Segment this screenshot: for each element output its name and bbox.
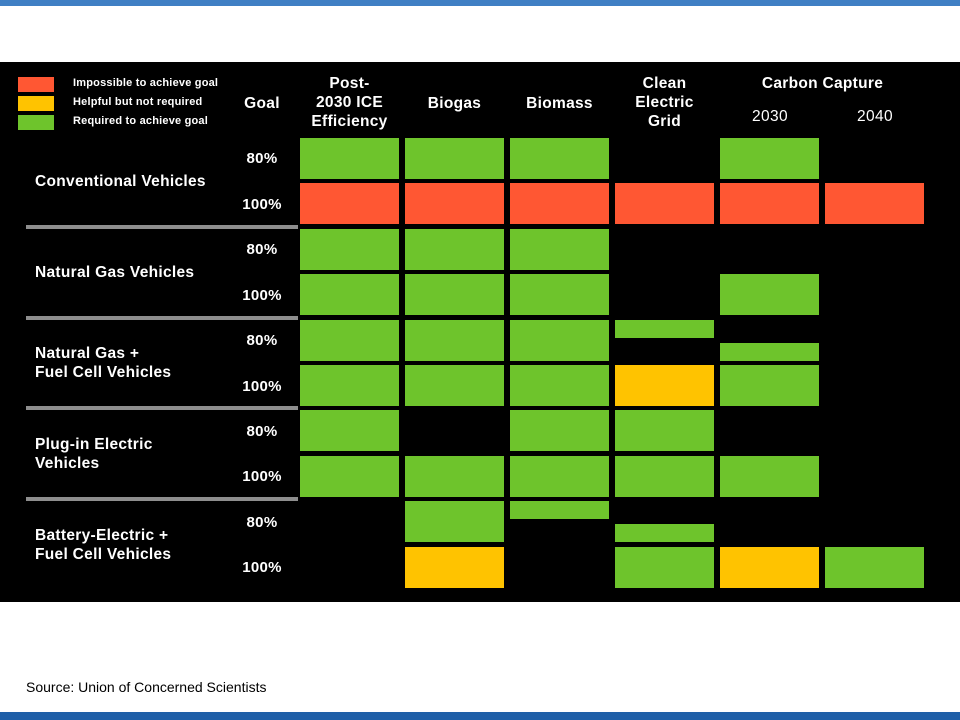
matrix-cell-required [510,319,609,361]
matrix-cell-required [405,501,504,543]
source-note: Source: Union of Concerned Scientists [26,679,267,695]
column-header-line: 2030 ICE [315,94,384,111]
matrix-cell-required [720,138,819,179]
column-subheader-2040: 2040 [856,108,894,125]
matrix-cell-required [720,365,819,406]
vehicle-label-battery-electric: Battery-Electric + Fuel Cell Vehicles [35,526,171,564]
matrix-cell-impossible [615,183,714,225]
matrix-cell-required [405,365,504,406]
vehicle-label-line: Battery-Electric + [35,527,169,544]
column-header-line: Biogas [427,95,482,112]
top-accent-bar [0,0,960,6]
vehicle-label-line: Vehicles [35,455,100,472]
legend-label-required: Required to achieve goal [73,115,209,127]
matrix-cell-required [720,274,819,316]
legend-swatch-required [18,115,54,130]
matrix-cell-required [510,138,609,179]
matrix-cell-helpful [615,365,714,406]
column-header-clean-grid: Clean Electric Grid [613,74,716,131]
matrix-cell-required [720,455,819,497]
column-header-ice-efficiency: Post- 2030 ICE Efficiency [298,74,401,131]
column-header-line: Electric [635,94,694,111]
matrix-cell-required [510,501,609,520]
column-subheader-2030: 2030 [751,108,789,125]
vehicle-label-natural-gas: Natural Gas Vehicles [35,263,194,282]
goal-label-row: 80% [246,241,278,258]
vehicle-label-line: Fuel Cell Vehicles [35,364,172,381]
column-header-carbon-capture: Carbon Capture [761,75,884,92]
group-divider [26,225,298,229]
matrix-cell-required [405,228,504,270]
goal-label-row: 100% [242,468,282,485]
group-divider [26,316,298,320]
matrix-cell-required [615,319,714,338]
goal-label-row: 100% [242,559,282,576]
goal-label-row: 80% [246,332,278,349]
matrix-cell-helpful [720,546,819,588]
goal-label-row: 100% [242,378,282,395]
legend-label-impossible: Impossible to achieve goal [73,77,219,89]
goal-label-row: 80% [246,150,278,167]
column-header-line: Grid [647,113,682,130]
matrix-cell-required [405,138,504,179]
vehicle-label-line: Fuel Cell Vehicles [35,546,172,563]
matrix-cell-required [300,274,399,316]
matrix-cell-helpful [405,546,504,588]
matrix-cell-required [510,455,609,497]
matrix-cell-required [615,410,714,452]
group-divider [26,406,298,410]
matrix-cell-required [300,455,399,497]
scenario-matrix-panel: Impossible to achieve goal Helpful but n… [0,62,960,602]
vehicle-label-line: Conventional Vehicles [35,173,206,190]
goal-label-row: 100% [242,287,282,304]
goal-label-row: 80% [246,423,278,440]
vehicle-label-line: Plug-in Electric [35,436,153,453]
legend-swatch-impossible [18,77,54,92]
goal-label-row: 80% [246,514,278,531]
column-header-biogas: Biogas [403,94,506,113]
column-header-line: Biomass [526,95,593,112]
matrix-cell-impossible [510,183,609,225]
bottom-accent-bar [0,712,960,720]
matrix-cell-required [615,455,714,497]
column-header-line: Efficiency [311,113,388,130]
matrix-cell-required [510,410,609,452]
matrix-cell-required [300,365,399,406]
matrix-cell-impossible [825,183,924,225]
matrix-cell-required [405,274,504,316]
matrix-cell-required [300,228,399,270]
matrix-cell-required [300,410,399,452]
matrix-cell-required [615,546,714,588]
matrix-cell-required [300,319,399,361]
matrix-cell-required [720,342,819,361]
matrix-cell-impossible [720,183,819,225]
matrix-cell-required [300,138,399,179]
matrix-cell-required [510,365,609,406]
matrix-cell-required [405,319,504,361]
goal-column-header: Goal [244,95,280,112]
column-header-line: Clean [642,75,687,92]
matrix-cell-impossible [405,183,504,225]
matrix-cell-required [825,546,924,588]
vehicle-label-line: Natural Gas Vehicles [35,264,195,281]
vehicle-label-line: Natural Gas + [35,345,140,362]
goal-label-row: 100% [242,196,282,213]
vehicle-label-conventional: Conventional Vehicles [35,172,206,191]
matrix-cell-required [405,455,504,497]
column-header-biomass: Biomass [508,94,611,113]
legend-label-helpful: Helpful but not required [73,96,203,108]
matrix-cell-impossible [300,183,399,225]
column-header-line: Post- [329,75,370,92]
matrix-cell-required [510,274,609,316]
group-divider [26,497,298,501]
matrix-cell-required [510,228,609,270]
legend-swatch-helpful [18,96,54,111]
vehicle-label-plug-in: Plug-in Electric Vehicles [35,435,153,473]
matrix-cell-required [615,524,714,543]
vehicle-label-ng-fuel-cell: Natural Gas + Fuel Cell Vehicles [35,344,171,382]
